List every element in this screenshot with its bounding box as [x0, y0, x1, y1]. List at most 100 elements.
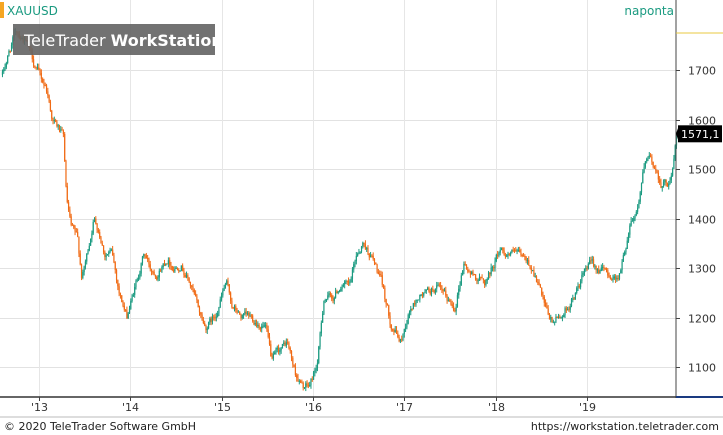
candle-body	[552, 321, 554, 323]
candle-body	[364, 244, 367, 250]
candle-body	[355, 255, 357, 262]
candle-body	[296, 375, 298, 378]
candle-body	[456, 295, 459, 307]
x-tick-label: '18	[488, 401, 505, 414]
candle-body	[341, 286, 343, 290]
candle-body	[71, 224, 74, 226]
candle-body	[382, 284, 385, 289]
candle-body	[302, 382, 304, 388]
teletrader-watermark: TeleTrader WorkStation	[13, 24, 223, 55]
candle-body	[195, 293, 197, 297]
candle-body	[659, 179, 661, 183]
candle-body	[596, 269, 599, 271]
candle-body	[556, 316, 558, 318]
candle-body	[359, 251, 361, 253]
candle-body	[381, 275, 383, 285]
candle-body	[473, 273, 475, 275]
candle-body	[272, 353, 274, 359]
y-gridlines	[0, 70, 676, 368]
candle-body	[241, 315, 243, 319]
candle-body	[529, 265, 531, 268]
candle-body	[236, 310, 238, 313]
candle-body	[196, 296, 198, 301]
candle-body	[411, 308, 413, 310]
candle-body	[657, 172, 659, 180]
candle-body	[270, 344, 272, 357]
candle-body	[441, 286, 443, 290]
candle-body	[73, 225, 75, 228]
candle-body	[585, 268, 587, 270]
candle-body	[452, 306, 455, 311]
y-tick-label: 1500	[688, 164, 716, 177]
candle-body	[660, 182, 662, 188]
candle-body	[525, 256, 527, 261]
candle-body	[358, 252, 360, 254]
candle-body	[560, 317, 562, 319]
candle-body	[34, 65, 36, 68]
candle-body	[542, 294, 544, 297]
last-price-box	[678, 125, 722, 143]
candle-body	[314, 370, 316, 373]
candle-body	[380, 274, 382, 276]
candle-body	[446, 295, 448, 301]
candle-body	[1, 71, 4, 75]
candle-body	[109, 250, 111, 253]
source-url[interactable]: https://workstation.teletrader.com	[531, 420, 719, 433]
candle-body	[165, 263, 167, 266]
candle-body	[490, 267, 492, 275]
candle-body	[210, 318, 212, 322]
candle-body	[197, 300, 199, 308]
candle-body	[589, 260, 591, 264]
candle-body	[498, 252, 500, 256]
candle-body	[93, 218, 96, 222]
candle-body	[56, 121, 58, 126]
candle-body	[222, 290, 224, 296]
candle-body	[369, 255, 372, 258]
candle-body	[591, 259, 593, 261]
candle-body	[430, 288, 433, 294]
candle-body	[99, 232, 101, 238]
candle-body	[175, 267, 177, 269]
candle-body	[161, 267, 163, 272]
candle-body	[87, 250, 89, 254]
candle-body	[675, 133, 678, 146]
candle-body	[392, 329, 394, 331]
candle-body	[627, 234, 630, 241]
candle-body	[551, 317, 553, 323]
candle-body	[438, 284, 440, 286]
candle-body	[486, 279, 488, 281]
candle-body	[578, 285, 580, 288]
candle-body	[32, 59, 35, 66]
candle-body	[198, 307, 201, 313]
candle-body	[201, 314, 203, 321]
watermark-regular: TeleTrader	[23, 31, 111, 50]
candle-body	[12, 37, 14, 46]
candle-body	[154, 275, 157, 277]
candle-body	[180, 265, 182, 271]
candle-body	[493, 267, 495, 269]
candle-body	[252, 315, 254, 321]
candle-body	[153, 271, 155, 276]
candle-body	[626, 240, 628, 249]
candle-body	[119, 293, 122, 296]
candle-body	[310, 379, 312, 386]
candle-body	[136, 279, 138, 281]
candle-body	[325, 299, 328, 301]
candle-body	[565, 308, 567, 311]
candle-body	[633, 218, 635, 221]
candle-body	[512, 249, 514, 251]
candle-body	[43, 82, 45, 86]
candle-body	[414, 303, 416, 305]
candle-body	[215, 316, 217, 318]
candle-body	[557, 316, 560, 318]
candle-body	[248, 312, 250, 316]
candle-body	[428, 287, 430, 292]
candle-body	[86, 253, 88, 262]
candle-body	[394, 329, 396, 332]
candle-body	[581, 274, 583, 282]
candle-body	[156, 276, 158, 280]
candle-body	[277, 347, 280, 352]
candle-body	[179, 270, 181, 272]
candle-body	[594, 265, 596, 267]
